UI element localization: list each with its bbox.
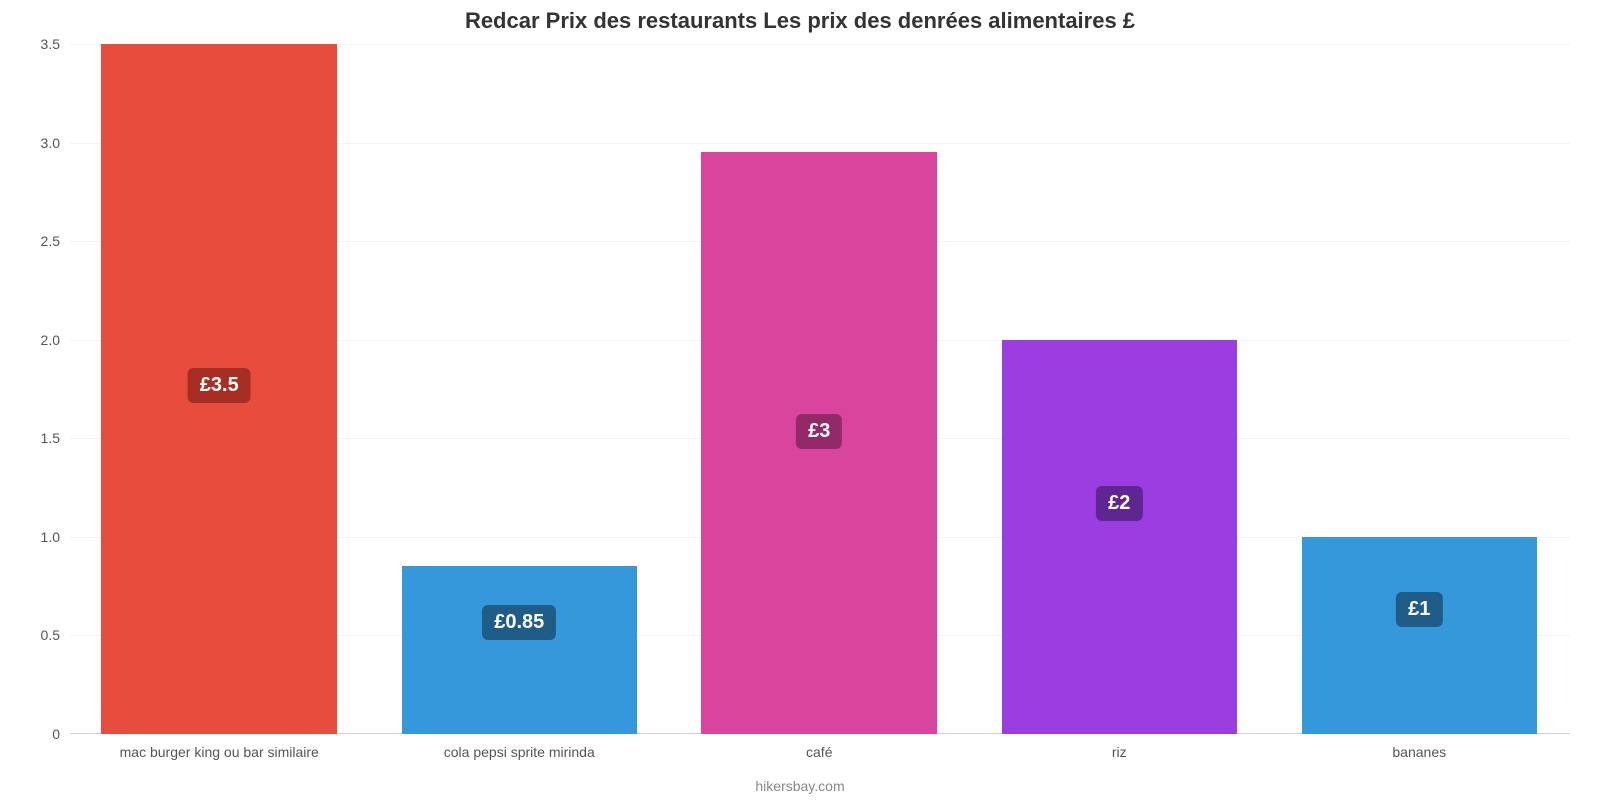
value-badge: £2 — [1096, 486, 1142, 521]
bar: £3.5 — [101, 44, 337, 734]
ytick-label: 0.5 — [41, 627, 70, 643]
value-badge: £3.5 — [188, 368, 251, 403]
xtick-label: café — [806, 734, 832, 760]
source-label: hikersbay.com — [755, 778, 844, 794]
value-badge: £0.85 — [482, 605, 556, 640]
xtick-label: riz — [1112, 734, 1127, 760]
chart-container: Redcar Prix des restaurants Les prix des… — [0, 0, 1600, 800]
ytick-label: 2.5 — [41, 233, 70, 249]
value-badge: £3 — [796, 414, 842, 449]
ytick-label: 2.0 — [41, 332, 70, 348]
bar: £3 — [701, 152, 937, 734]
bar: £1 — [1302, 537, 1538, 734]
ytick-label: 0 — [52, 726, 70, 742]
ytick-label: 1.5 — [41, 430, 70, 446]
xtick-label: bananes — [1392, 734, 1446, 760]
xtick-label: mac burger king ou bar similaire — [120, 734, 319, 760]
ytick-label: 1.0 — [41, 529, 70, 545]
ytick-label: 3.5 — [41, 36, 70, 52]
value-badge: £1 — [1396, 592, 1442, 627]
bars-group: £3.5 £0.85 £3 £2 £1 — [70, 44, 1570, 734]
ytick-label: 3.0 — [41, 135, 70, 151]
chart-title: Redcar Prix des restaurants Les prix des… — [0, 0, 1600, 34]
bar: £2 — [1002, 340, 1238, 734]
xtick-label: cola pepsi sprite mirinda — [444, 734, 595, 760]
bar: £0.85 — [402, 566, 638, 734]
plot-area: 00.51.01.52.02.53.03.5£3.5£0.85£3£2£1mac… — [70, 44, 1570, 734]
